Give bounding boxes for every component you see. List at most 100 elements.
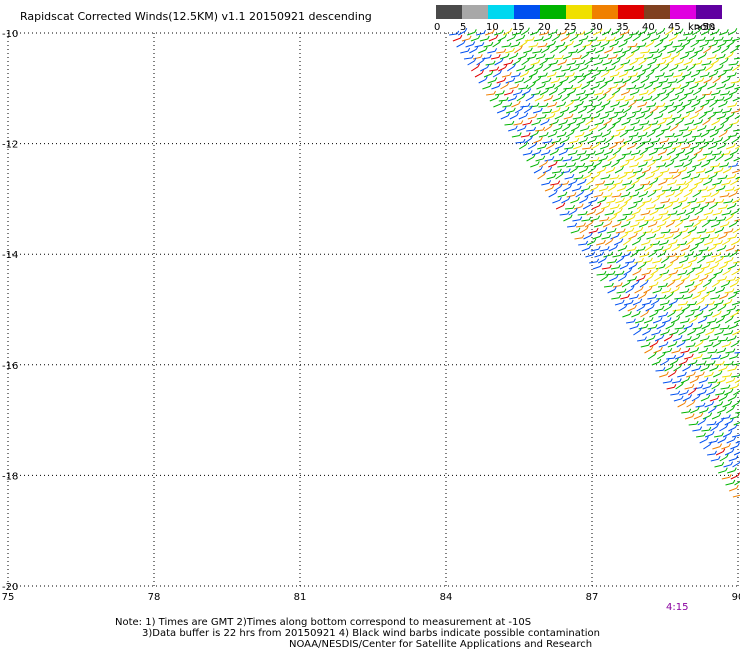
wind-barb: [629, 296, 638, 300]
wind-barb: [659, 140, 668, 144]
wind-barb-flag: [701, 46, 704, 51]
wind-barb-flag: [550, 138, 553, 143]
wind-barb: [647, 162, 655, 168]
wind-barb-flag: [533, 153, 536, 158]
wind-barb: [650, 300, 659, 306]
wind-barb: [640, 78, 648, 84]
wind-barb-flag: [695, 153, 698, 158]
wind-barb: [675, 355, 683, 360]
wind-barb-flag: [579, 54, 582, 59]
wind-barb: [574, 134, 583, 138]
wind-barb: [559, 213, 568, 216]
wind-barb-flag: [579, 83, 583, 88]
wind-barb: [518, 144, 527, 150]
wind-barb: [720, 255, 729, 258]
wind-barb: [592, 135, 601, 138]
wind-barb: [626, 249, 635, 252]
wind-barb-flag: [707, 291, 711, 296]
wind-barb: [700, 132, 709, 138]
wind-barb-flag: [527, 57, 531, 61]
wind-barb-flag: [626, 70, 629, 75]
wind-barb: [727, 265, 736, 270]
wind-barb-flag: [646, 309, 650, 314]
wind-barb-flag: [696, 243, 699, 248]
wind-barb-flag: [711, 166, 715, 171]
wind-barb-flag: [639, 327, 643, 331]
wind-barb: [561, 96, 569, 102]
wind-barb-flag: [683, 340, 686, 344]
wind-barb: [620, 32, 628, 36]
wind-barb-flag: [697, 173, 701, 177]
wind-barb-flag: [718, 118, 721, 122]
wind-barb: [527, 144, 536, 150]
wind-barb-flag: [682, 45, 686, 49]
wind-barb: [696, 96, 705, 102]
wind-barb: [682, 234, 690, 240]
wind-barb: [594, 152, 603, 156]
wind-barb-flag: [576, 137, 580, 142]
wind-barb-flag: [686, 155, 690, 159]
wind-barb-flag: [608, 202, 611, 207]
wind-barb-flag: [646, 120, 650, 124]
wind-barb: [697, 289, 706, 294]
wind-barb: [615, 200, 624, 204]
wind-barb: [574, 103, 583, 108]
wind-barb: [685, 80, 694, 84]
wind-barb-flag: [556, 148, 560, 152]
wind-barb-flag: [653, 233, 657, 238]
wind-barb-flag: [590, 101, 594, 106]
wind-barb: [642, 231, 651, 234]
wind-barb: [596, 273, 605, 276]
wind-barb-flag: [722, 448, 726, 452]
wind-barb-flag: [617, 232, 620, 237]
wind-barb: [649, 313, 657, 318]
wind-barb: [704, 169, 713, 174]
wind-barb-flag: [598, 70, 602, 74]
wind-barb-flag: [704, 155, 708, 159]
wind-barb: [673, 398, 682, 402]
wind-barb-flag: [688, 303, 691, 308]
wind-barb-flag: [550, 95, 554, 99]
wind-barb-swath: [449, 27, 740, 498]
wind-barb-flag: [600, 28, 603, 32]
wind-barb-flag: [608, 28, 612, 32]
wind-barb: [550, 183, 559, 186]
wind-barb: [523, 108, 532, 114]
wind-barb: [696, 331, 704, 336]
wind-barb-flag: [663, 263, 666, 268]
wind-barb-flag: [519, 132, 522, 136]
wind-barb: [565, 132, 574, 138]
wind-barb: [653, 218, 662, 222]
wind-barb-flag: [696, 376, 700, 380]
wind-barb-flag: [566, 76, 569, 80]
wind-barb: [608, 86, 617, 90]
wind-barb-flag: [727, 90, 730, 95]
wind-barb: [729, 487, 737, 492]
wind-barb: [523, 78, 531, 84]
wind-barb: [611, 90, 620, 96]
wind-barb-flag: [638, 208, 642, 213]
wind-barb: [557, 61, 566, 66]
wind-barb: [649, 80, 658, 84]
wind-barb-flag: [701, 178, 704, 183]
wind-barb: [719, 327, 728, 330]
wind-barb: [544, 187, 553, 192]
wind-barb: [647, 61, 656, 66]
wind-barb-flag: [673, 147, 676, 152]
wind-barb: [697, 157, 706, 162]
wind-barb-flag: [499, 69, 502, 74]
wind-barb: [712, 342, 721, 348]
wind-barb: [645, 145, 653, 150]
wind-barb: [620, 223, 629, 228]
wind-barb: [489, 97, 498, 102]
wind-barb-flag: [609, 59, 613, 63]
wind-barb: [656, 165, 665, 168]
wind-barb-flag: [687, 347, 691, 352]
wind-barb: [449, 33, 458, 36]
wind-barb-flag: [578, 155, 582, 159]
wind-barb: [691, 237, 700, 240]
wind-barb: [599, 84, 607, 90]
wind-barb: [658, 213, 667, 216]
wind-barb-flag: [588, 185, 591, 189]
wind-barb-flag: [573, 29, 576, 33]
